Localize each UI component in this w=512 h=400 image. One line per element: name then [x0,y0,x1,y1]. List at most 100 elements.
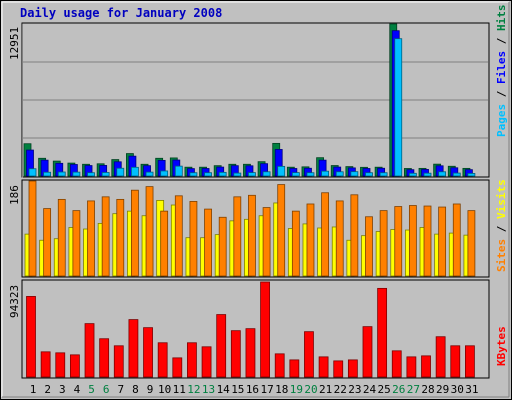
bar-kbytes-17 [260,281,270,378]
bar-sites-7 [116,198,125,277]
x-label-12: 12 [187,383,200,396]
bar-sites-24 [365,216,373,277]
bar-sites-27 [408,205,417,277]
bar-pages-20 [306,172,315,177]
hits-legend: Pages / Files / Hits [495,5,508,138]
bar-sites-18 [277,184,286,277]
bar-sites-3 [57,198,66,277]
bar-pages-28 [423,172,432,177]
bar-kbytes-5 [84,323,95,378]
bar-sites-8 [131,189,139,277]
x-label-14: 14 [217,383,231,396]
bar-sites-22 [335,200,344,277]
bar-sites-1 [28,180,37,277]
legend-hits-4: Hits [495,5,508,32]
x-label-13: 13 [202,383,215,396]
bar-pages-6 [101,172,110,177]
x-label-18: 18 [275,383,288,396]
x-label-29: 29 [436,383,449,396]
visits-max-label: 186 [8,185,21,205]
bar-pages-4 [72,171,81,177]
legend-hits-2: Files [495,44,508,84]
bar-kbytes-20 [304,331,314,378]
bar-kbytes-9 [143,327,153,378]
bar-kbytes-14 [216,314,227,378]
kbytes-legend: KBytes [495,326,508,366]
bar-sites-23 [350,194,359,277]
bar-sites-16 [248,194,256,277]
x-label-9: 9 [147,383,154,396]
x-label-26: 26 [392,383,405,396]
x-label-1: 1 [30,383,37,396]
bar-kbytes-21 [318,356,329,378]
bar-kbytes-26 [391,350,402,378]
bar-pages-21 [321,170,330,177]
bar-kbytes-24 [362,326,373,378]
bars-layer [23,23,488,378]
bar-kbytes-29 [435,336,446,378]
bar-sites-2 [43,208,52,277]
x-label-11: 11 [173,383,186,396]
bar-pages-23 [350,171,359,177]
x-label-20: 20 [304,383,317,396]
bar-kbytes-3 [55,352,66,378]
bar-sites-21 [321,192,330,277]
x-label-23: 23 [348,383,361,396]
x-label-27: 27 [407,383,420,396]
legend-hits-0: Pages [495,97,508,137]
bar-pages-11 [174,165,183,177]
bar-pages-19 [291,172,300,177]
x-label-8: 8 [132,383,139,396]
bar-sites-19 [291,210,300,277]
bar-kbytes-25 [377,287,388,378]
x-label-7: 7 [117,383,124,396]
bar-sites-9 [145,186,154,277]
bar-pages-29 [438,171,447,177]
bar-sites-11 [174,195,183,277]
x-label-24: 24 [363,383,377,396]
kbytes-panel: 94323 KBytes [8,279,508,379]
bar-pages-7 [116,167,125,177]
bar-pages-14 [218,171,227,177]
bar-kbytes-30 [450,345,461,378]
x-label-21: 21 [319,383,332,396]
bar-pages-25 [379,172,388,177]
bar-pages-31 [467,173,476,177]
bar-pages-17 [262,171,271,177]
x-label-31: 31 [465,383,478,396]
legend-visits-2: Visits [495,179,508,219]
legend-hits-1: / [495,84,508,97]
x-axis-labels: 1 2 3 4 5 6 7 8 9 10 11 12 13 14 15 16 17 18 19 20 21 22 23 24 2… [30,383,479,396]
bar-pages-24 [365,172,373,177]
bar-pages-22 [335,171,344,177]
bar-kbytes-13 [201,346,212,378]
bar-sites-13 [204,208,212,277]
bar-pages-13 [204,172,212,177]
bar-kbytes-12 [187,342,197,378]
legend-visits-1: / [495,219,508,232]
kbytes-max-label: 94323 [8,285,21,318]
x-label-3: 3 [59,383,66,396]
bar-kbytes-31 [464,345,475,378]
bar-sites-28 [423,205,432,277]
x-label-28: 28 [421,383,434,396]
bar-pages-1 [28,168,37,177]
bar-kbytes-6 [99,338,110,378]
bar-kbytes-8 [128,319,139,378]
bar-pages-12 [189,172,198,177]
bar-sites-31 [467,210,476,277]
bar-kbytes-4 [69,354,80,378]
bar-kbytes-22 [333,360,344,378]
bar-sites-29 [438,206,447,277]
bar-kbytes-1 [26,296,36,378]
bar-kbytes-27 [406,356,417,378]
hits-panel: 12951 Pages / Files / Hits [8,5,508,178]
chart-title: Daily usage for January 2008 [20,6,222,20]
x-label-15: 15 [231,383,244,396]
hits-max-label: 12951 [8,27,21,60]
x-label-30: 30 [451,383,464,396]
bar-sites-15 [233,196,242,277]
legend-visits-0: Sites [495,232,508,272]
bar-sites-26 [394,206,403,277]
bar-pages-5 [87,172,95,177]
